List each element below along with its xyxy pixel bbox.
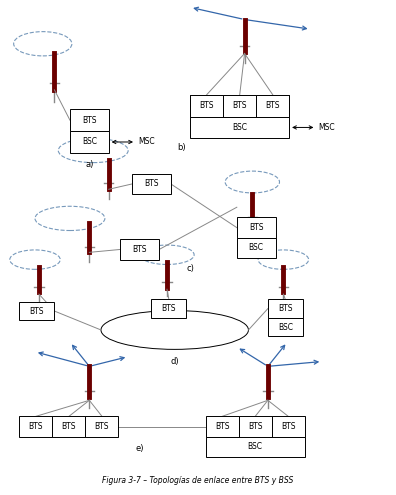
Bar — [268, 299, 303, 318]
Text: a): a) — [85, 160, 93, 169]
Text: MSC: MSC — [318, 123, 335, 132]
Bar — [239, 416, 272, 437]
Text: BSC: BSC — [248, 443, 263, 451]
Bar — [70, 131, 109, 153]
Text: BTS: BTS — [29, 422, 43, 431]
Bar — [190, 95, 289, 116]
Text: BTS: BTS — [215, 422, 230, 431]
Bar — [70, 109, 109, 131]
Text: BTS: BTS — [265, 101, 280, 110]
Text: BTS: BTS — [278, 304, 293, 313]
Text: BSC: BSC — [82, 138, 97, 147]
Text: c): c) — [187, 264, 194, 273]
Bar — [120, 239, 159, 259]
Text: BSC: BSC — [232, 123, 247, 132]
Bar — [206, 437, 305, 457]
Text: e): e) — [135, 444, 144, 453]
Text: BTS: BTS — [248, 422, 263, 431]
Bar — [190, 95, 223, 116]
Bar — [19, 302, 54, 320]
Text: BTS: BTS — [62, 422, 76, 431]
Bar — [19, 416, 53, 437]
Text: MSC: MSC — [138, 138, 154, 147]
Bar — [151, 299, 187, 318]
Text: BTS: BTS — [82, 116, 97, 125]
Text: BTS: BTS — [133, 245, 147, 254]
Text: BTS: BTS — [162, 304, 176, 313]
Bar — [53, 416, 86, 437]
Bar — [132, 174, 171, 194]
Bar — [237, 238, 276, 258]
Bar — [268, 318, 303, 336]
Bar — [256, 95, 289, 116]
Bar — [272, 416, 305, 437]
Text: BTS: BTS — [30, 306, 44, 315]
Text: b): b) — [178, 143, 187, 152]
Bar — [206, 416, 239, 437]
Text: d): d) — [170, 356, 179, 366]
Bar — [190, 116, 289, 139]
Bar — [237, 217, 276, 238]
Text: BTS: BTS — [232, 101, 247, 110]
Text: BTS: BTS — [249, 223, 263, 232]
Bar — [86, 416, 118, 437]
Text: BSC: BSC — [249, 244, 264, 252]
Text: BTS: BTS — [144, 180, 159, 189]
Bar — [223, 95, 256, 116]
Text: Figura 3-7 – Topologías de enlace entre BTS y BSS: Figura 3-7 – Topologías de enlace entre … — [102, 476, 294, 485]
Text: BTS: BTS — [281, 422, 295, 431]
Text: BSC: BSC — [278, 323, 293, 332]
Text: BTS: BTS — [95, 422, 109, 431]
Text: BTS: BTS — [200, 101, 214, 110]
